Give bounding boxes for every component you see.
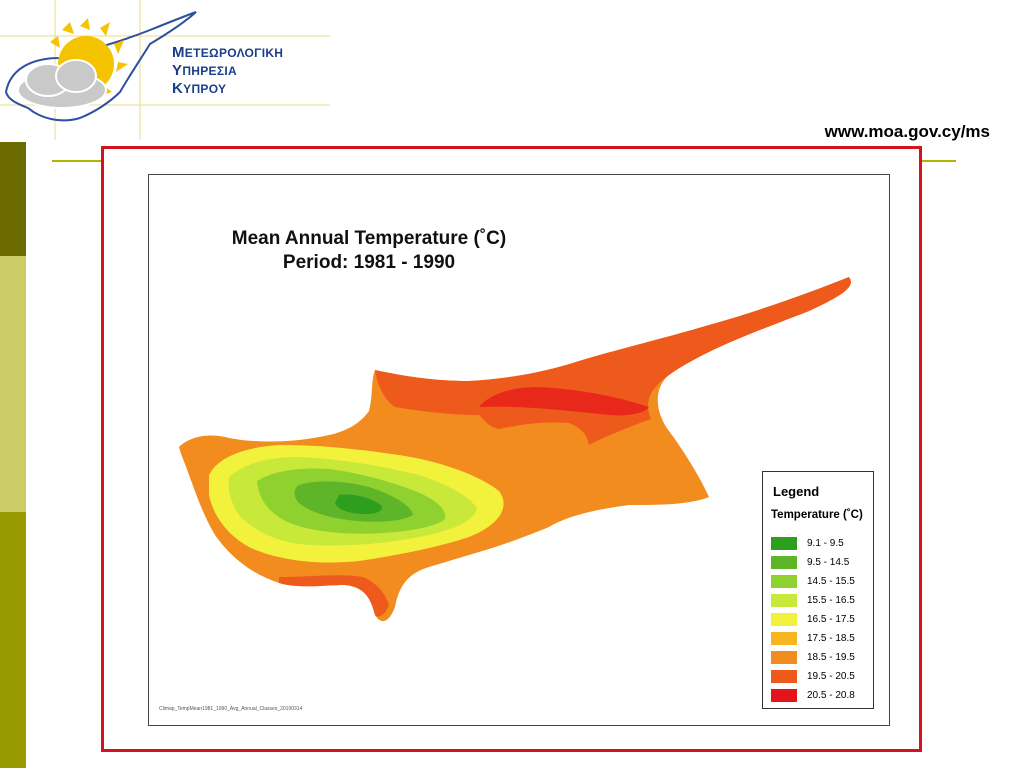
left-bar-olive	[0, 512, 26, 768]
map-title: Mean Annual Temperature (˚C) Period: 198…	[231, 228, 507, 273]
legend-label: 9.5 - 14.5	[807, 557, 850, 568]
legend-item: 18.5 - 19.5	[771, 648, 855, 667]
cyprus-temperature-map	[179, 277, 851, 622]
legend-label: 14.5 - 15.5	[807, 576, 855, 587]
legend-item: 20.5 - 20.8	[771, 686, 855, 705]
map-source-label: Climap_TempMean1981_1990_Avg_Annual_Clas…	[159, 706, 303, 712]
legend-swatch	[771, 670, 797, 683]
left-bar-light	[0, 256, 26, 512]
legend-swatch	[771, 632, 797, 645]
legend-item: 16.5 - 17.5	[771, 610, 855, 629]
legend-label: 18.5 - 19.5	[807, 652, 855, 663]
legend-swatch	[771, 613, 797, 626]
legend-item: 19.5 - 20.5	[771, 667, 855, 686]
legend-item: 17.5 - 18.5	[771, 629, 855, 648]
legend-items: 9.1 - 9.5 9.5 - 14.5 14.5 - 15.5 15.5 - 16.…	[771, 534, 855, 705]
legend-item: 9.5 - 14.5	[771, 553, 855, 572]
website-url[interactable]: www.moa.gov.cy/ms	[824, 122, 990, 141]
legend-swatch	[771, 575, 797, 588]
legend-label: 15.5 - 16.5	[807, 595, 855, 606]
organization-name: ΜΕΤΕΩΡΟΛΟΓΙΚΗ ΥΠΗΡΕΣΙΑ ΚΥΠΡΟΥ	[172, 44, 284, 97]
legend-swatch	[771, 556, 797, 569]
legend-item: 9.1 - 9.5	[771, 534, 855, 553]
legend-title: Legend	[773, 484, 820, 499]
legend-swatch	[771, 651, 797, 664]
meteorological-service-logo	[0, 0, 330, 140]
legend-label: 19.5 - 20.5	[807, 671, 855, 682]
legend-label: 20.5 - 20.8	[807, 690, 855, 701]
legend-label: 16.5 - 17.5	[807, 614, 855, 625]
left-bar-dark	[0, 142, 26, 256]
map-frame: Mean Annual Temperature (˚C) Period: 198…	[101, 146, 922, 752]
legend-subtitle: Temperature (˚C)	[771, 509, 863, 521]
legend-swatch	[771, 689, 797, 702]
legend-label: 9.1 - 9.5	[807, 538, 844, 549]
map-panel: Mean Annual Temperature (˚C) Period: 198…	[148, 174, 890, 726]
legend-swatch	[771, 537, 797, 550]
map-legend: Legend Temperature (˚C) 9.1 - 9.5 9.5 - 1…	[762, 471, 874, 709]
legend-item: 15.5 - 16.5	[771, 591, 855, 610]
legend-label: 17.5 - 18.5	[807, 633, 855, 644]
legend-swatch	[771, 594, 797, 607]
legend-item: 14.5 - 15.5	[771, 572, 855, 591]
